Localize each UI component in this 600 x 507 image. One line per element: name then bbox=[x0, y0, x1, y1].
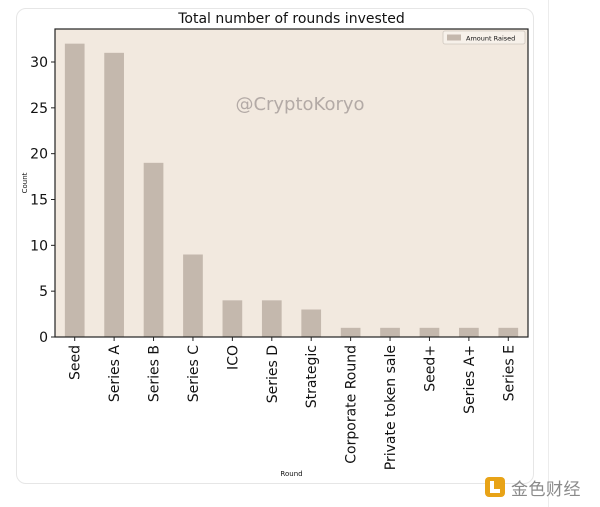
x-tick-label: Series D bbox=[265, 345, 281, 403]
x-tick-label: Private token sale bbox=[383, 345, 399, 470]
bar-ico bbox=[222, 300, 243, 337]
legend: Amount Raised bbox=[442, 30, 526, 45]
y-axis-label: Count bbox=[21, 172, 29, 193]
y-tick-label: 20 bbox=[30, 147, 48, 163]
legend-swatch bbox=[447, 34, 461, 41]
y-tick-label: 0 bbox=[39, 330, 48, 346]
chart-title: Total number of rounds invested bbox=[177, 11, 405, 27]
footer-brand: 金色财经 bbox=[484, 475, 581, 500]
y-axis: 0 5 10 15 20 25 30 bbox=[30, 55, 55, 346]
bar-seed bbox=[64, 43, 85, 338]
bar-private-token-sale bbox=[380, 327, 400, 337]
bar-series-c bbox=[183, 254, 203, 337]
bar-series-a bbox=[104, 52, 124, 337]
y-tick-label: 15 bbox=[30, 193, 48, 209]
x-axis: Seed Series A Series B Series C ICO Series D S… bbox=[68, 337, 517, 470]
watermark: @CryptoKoryo bbox=[235, 94, 364, 115]
bar-seed- bbox=[419, 327, 440, 337]
divider bbox=[548, 0, 549, 507]
y-tick-label: 25 bbox=[30, 101, 48, 117]
plot-area bbox=[55, 29, 528, 337]
x-tick-label: Series E bbox=[501, 345, 517, 401]
brand-name: 金色财经 bbox=[511, 479, 581, 500]
golden-logo-icon bbox=[485, 477, 505, 497]
legend-label: Amount Raised bbox=[466, 35, 515, 43]
x-tick-label: Series C bbox=[186, 345, 202, 403]
y-tick-label: 5 bbox=[39, 284, 48, 300]
x-axis-label: Round bbox=[280, 470, 302, 478]
x-tick-label: Corporate Round bbox=[344, 345, 360, 464]
bars-group bbox=[64, 43, 519, 338]
x-tick-label: Seed+ bbox=[422, 345, 438, 392]
bar-series-e bbox=[498, 327, 519, 337]
x-tick-label: ICO bbox=[225, 345, 241, 370]
bar-corporate-round bbox=[340, 327, 361, 337]
bar-series-d bbox=[261, 300, 282, 337]
x-tick-label: Series A bbox=[107, 345, 123, 403]
x-tick-label: Strategic bbox=[304, 345, 320, 408]
x-tick-label: Series A+ bbox=[462, 345, 478, 414]
x-tick-label: Series B bbox=[147, 345, 163, 402]
bar-series-a- bbox=[459, 327, 479, 337]
plot-frame bbox=[54, 28, 529, 338]
y-tick-label: 10 bbox=[30, 238, 48, 254]
bar-series-b bbox=[143, 162, 164, 337]
x-tick-label: Seed bbox=[68, 345, 84, 380]
bar-strategic bbox=[301, 309, 322, 337]
y-tick-label: 30 bbox=[30, 55, 48, 71]
legend-box bbox=[442, 30, 526, 45]
